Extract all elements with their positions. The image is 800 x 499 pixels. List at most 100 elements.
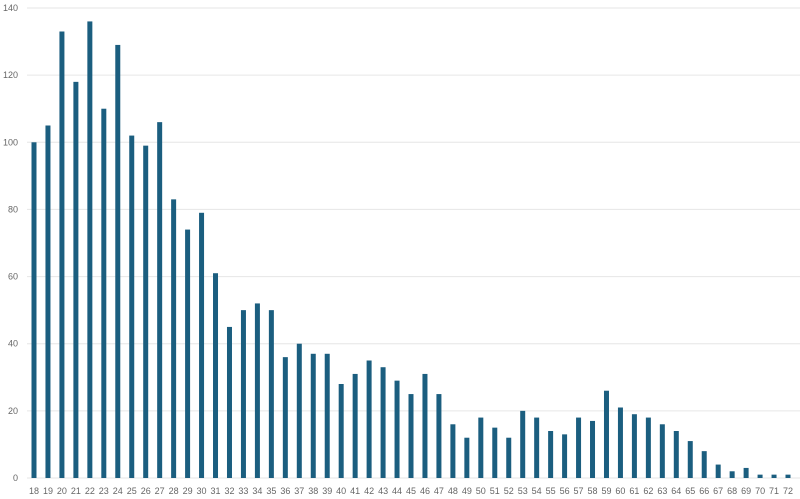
y-tick-label: 100	[3, 137, 18, 147]
x-tick-label: 45	[406, 486, 416, 496]
bar-49	[464, 437, 470, 478]
bar-23	[101, 108, 107, 478]
x-tick-label: 27	[155, 486, 165, 496]
x-tick-label: 41	[350, 486, 360, 496]
y-tick-label: 80	[8, 204, 18, 214]
x-tick-label: 23	[99, 486, 109, 496]
bar-57	[576, 417, 582, 478]
x-tick-label: 50	[476, 486, 486, 496]
x-tick-label: 70	[755, 486, 765, 496]
x-tick-label: 58	[588, 486, 598, 496]
bar-48	[450, 424, 456, 478]
bar-53	[520, 410, 526, 478]
bar-66	[701, 451, 707, 478]
y-tick-label: 60	[8, 272, 18, 282]
x-tick-label: 57	[574, 486, 584, 496]
x-tick-label: 19	[43, 486, 53, 496]
x-tick-label: 51	[490, 486, 500, 496]
bar-22	[87, 21, 93, 479]
x-tick-label: 61	[629, 486, 639, 496]
bar-56	[562, 434, 568, 478]
x-axis: 18 19 20 21 22 23 24 25 26 27 28 29 30 31 32 33 34 35 36 37…	[29, 486, 793, 496]
bar-38	[310, 353, 316, 478]
bar-46	[422, 373, 428, 478]
bar-18	[31, 142, 37, 479]
bar-26	[143, 145, 149, 478]
bar-51	[492, 427, 498, 478]
x-tick-label: 72	[783, 486, 793, 496]
x-tick-label: 40	[336, 486, 346, 496]
bar-25	[129, 135, 135, 479]
bar-24	[115, 44, 121, 479]
bar-50	[478, 417, 484, 478]
bar-40	[338, 384, 344, 478]
bar-55	[548, 431, 554, 478]
x-tick-label: 21	[71, 486, 81, 496]
bar-47	[436, 394, 442, 478]
x-tick-label: 18	[29, 486, 39, 496]
x-tick-label: 46	[420, 486, 430, 496]
x-tick-label: 35	[266, 486, 276, 496]
bar-35	[268, 310, 274, 478]
bar-43	[380, 367, 386, 478]
x-tick-label: 36	[280, 486, 290, 496]
bar-59	[603, 390, 609, 478]
bar-31	[213, 273, 219, 478]
bar-67	[715, 464, 721, 478]
x-tick-label: 52	[504, 486, 514, 496]
x-tick-label: 65	[685, 486, 695, 496]
x-tick-label: 53	[518, 486, 528, 496]
bar-60	[617, 407, 623, 478]
bar-33	[240, 310, 246, 478]
bar-58	[590, 420, 596, 478]
y-axis: 0 20 40 60 80 100 120 140	[3, 3, 18, 483]
x-tick-label: 37	[294, 486, 304, 496]
bar-37	[296, 343, 302, 478]
x-tick-label: 26	[141, 486, 151, 496]
x-tick-label: 38	[308, 486, 318, 496]
x-tick-label: 30	[197, 486, 207, 496]
bar-52	[506, 437, 512, 478]
x-tick-label: 56	[560, 486, 570, 496]
bar-20	[59, 31, 65, 478]
x-tick-label: 44	[392, 486, 402, 496]
bar-71	[771, 474, 777, 478]
x-tick-label: 68	[727, 486, 737, 496]
bar-70	[757, 474, 763, 478]
x-tick-label: 60	[615, 486, 625, 496]
y-tick-label: 0	[13, 473, 18, 483]
bar-41	[352, 373, 358, 478]
x-tick-label: 55	[546, 486, 556, 496]
x-tick-label: 59	[601, 486, 611, 496]
bar-36	[282, 357, 288, 478]
x-tick-label: 69	[741, 486, 751, 496]
bar-45	[408, 394, 414, 478]
x-tick-label: 48	[448, 486, 458, 496]
x-tick-label: 34	[252, 486, 262, 496]
bar-34	[254, 303, 260, 478]
x-tick-label: 43	[378, 486, 388, 496]
bar-61	[631, 414, 637, 478]
bar-64	[673, 431, 679, 478]
x-tick-label: 62	[643, 486, 653, 496]
x-tick-label: 66	[699, 486, 709, 496]
bar-32	[226, 326, 232, 478]
bar-54	[534, 417, 540, 478]
x-tick-label: 71	[769, 486, 779, 496]
y-tick-label: 40	[8, 339, 18, 349]
x-tick-label: 54	[532, 486, 542, 496]
bar-39	[324, 353, 330, 478]
x-tick-label: 31	[211, 486, 221, 496]
gridlines	[27, 7, 800, 479]
bar-28	[171, 199, 177, 478]
bars	[31, 21, 791, 479]
y-tick-label: 20	[8, 406, 18, 416]
bar-27	[157, 122, 163, 479]
bar-44	[394, 380, 400, 478]
y-tick-label: 120	[3, 70, 18, 80]
y-tick-label: 140	[3, 3, 18, 13]
x-tick-label: 32	[224, 486, 234, 496]
x-tick-label: 42	[364, 486, 374, 496]
bar-68	[729, 471, 735, 478]
